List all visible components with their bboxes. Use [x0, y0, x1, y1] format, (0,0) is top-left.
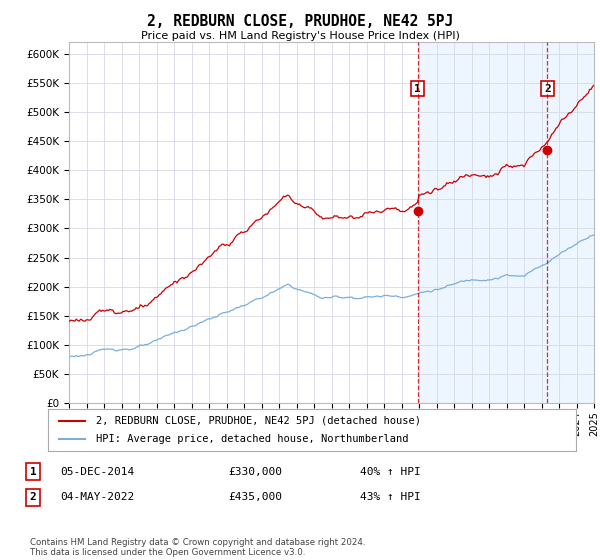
- Text: 43% ↑ HPI: 43% ↑ HPI: [360, 492, 421, 502]
- Text: 2, REDBURN CLOSE, PRUDHOE, NE42 5PJ: 2, REDBURN CLOSE, PRUDHOE, NE42 5PJ: [147, 14, 453, 29]
- Text: 2: 2: [29, 492, 37, 502]
- Text: £330,000: £330,000: [228, 466, 282, 477]
- Text: £435,000: £435,000: [228, 492, 282, 502]
- Text: HPI: Average price, detached house, Northumberland: HPI: Average price, detached house, Nort…: [95, 434, 408, 444]
- Text: 04-MAY-2022: 04-MAY-2022: [60, 492, 134, 502]
- Text: 05-DEC-2014: 05-DEC-2014: [60, 466, 134, 477]
- Text: 2: 2: [544, 83, 551, 94]
- Text: 40% ↑ HPI: 40% ↑ HPI: [360, 466, 421, 477]
- Text: 1: 1: [29, 466, 37, 477]
- Text: 1: 1: [414, 83, 421, 94]
- Text: Price paid vs. HM Land Registry's House Price Index (HPI): Price paid vs. HM Land Registry's House …: [140, 31, 460, 41]
- Text: 2, REDBURN CLOSE, PRUDHOE, NE42 5PJ (detached house): 2, REDBURN CLOSE, PRUDHOE, NE42 5PJ (det…: [95, 416, 421, 426]
- Bar: [418, 42, 594, 403]
- Text: Contains HM Land Registry data © Crown copyright and database right 2024.
This d: Contains HM Land Registry data © Crown c…: [30, 538, 365, 557]
